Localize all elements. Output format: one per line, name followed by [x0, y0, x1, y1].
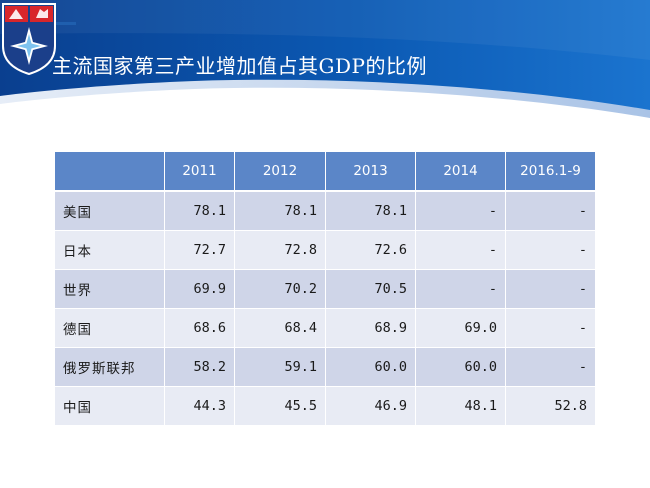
table-cell: 68.6 [164, 308, 235, 348]
table-cell: 72.8 [234, 230, 326, 270]
column-header: 2013 [325, 151, 416, 192]
table-row: 德国 68.6 68.4 68.9 69.0 - [54, 308, 596, 348]
compass-star-shield-icon [1, 3, 56, 76]
table-cell: 68.4 [234, 308, 326, 348]
country-name: 中国 [54, 386, 165, 426]
table-row: 中国 44.3 45.5 46.9 48.1 52.8 [54, 386, 596, 426]
table-cell: 70.5 [325, 269, 416, 309]
table-cell: 72.6 [325, 230, 416, 270]
table-cell: 46.9 [325, 386, 416, 426]
table-cell: 69.0 [415, 308, 506, 348]
table-cell: 70.2 [234, 269, 326, 309]
table-cell: - [505, 230, 596, 270]
table-cell: - [505, 190, 596, 231]
country-name: 日本 [54, 230, 165, 270]
table-cell: 60.0 [325, 347, 416, 387]
table-row: 世界 69.9 70.2 70.5 - - [54, 269, 596, 309]
table-cell: 78.1 [325, 190, 416, 231]
column-header: 2012 [234, 151, 326, 192]
table-header-row: 2011 2012 2013 2014 2016.1-9 [54, 151, 596, 192]
table-cell: 52.8 [505, 386, 596, 426]
table-cell: 72.7 [164, 230, 235, 270]
table-cell: 78.1 [164, 190, 235, 231]
table-row: 俄罗斯联邦 58.2 59.1 60.0 60.0 - [54, 347, 596, 387]
table-cell: 44.3 [164, 386, 235, 426]
table-cell: - [505, 269, 596, 309]
country-name: 俄罗斯联邦 [54, 347, 165, 387]
header-wave-graphic [0, 0, 650, 118]
table-row: 日本 72.7 72.8 72.6 - - [54, 230, 596, 270]
header-banner: 主流国家第三产业增加值占其GDP的比例 [0, 0, 650, 150]
country-name: 世界 [54, 269, 165, 309]
table-cell: - [505, 347, 596, 387]
table-cell: 59.1 [234, 347, 326, 387]
slide-title: 主流国家第三产业增加值占其GDP的比例 [52, 54, 427, 78]
country-name: 德国 [54, 308, 165, 348]
country-name: 美国 [54, 190, 165, 231]
table-cell: 60.0 [415, 347, 506, 387]
column-header: 2011 [164, 151, 235, 192]
table-cell: - [505, 308, 596, 348]
column-header: 2014 [415, 151, 506, 192]
table-cell: 58.2 [164, 347, 235, 387]
table-cell: 78.1 [234, 190, 326, 231]
table-cell: 45.5 [234, 386, 326, 426]
table-cell: 68.9 [325, 308, 416, 348]
table-cell: - [415, 190, 506, 231]
table-cell: 69.9 [164, 269, 235, 309]
table-cell: 48.1 [415, 386, 506, 426]
table-cell: - [415, 230, 506, 270]
table-row: 美国 78.1 78.1 78.1 - - [54, 190, 596, 231]
table-cell: - [415, 269, 506, 309]
column-header: 2016.1-9 [505, 151, 596, 192]
gdp-service-share-table: 2011 2012 2013 2014 2016.1-9 美国 78.1 78.… [54, 151, 596, 426]
column-header [54, 151, 165, 192]
